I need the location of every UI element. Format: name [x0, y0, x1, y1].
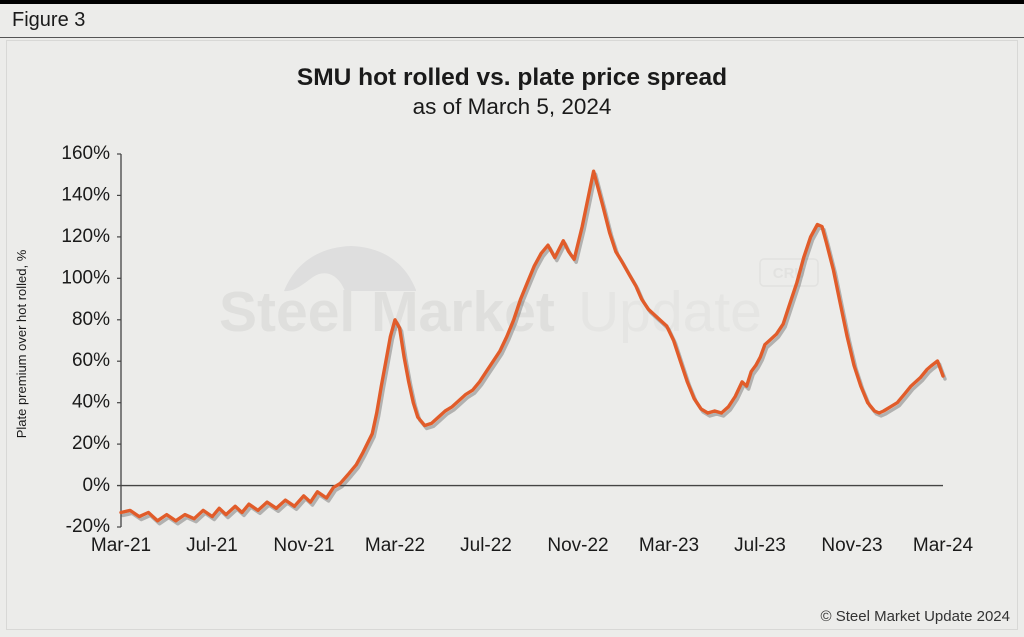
svg-text:140%: 140% [61, 184, 110, 205]
svg-text:Plate premium over hot rolled,: Plate premium over hot rolled, % [14, 249, 29, 438]
svg-text:40%: 40% [72, 392, 110, 413]
svg-text:Nov-22: Nov-22 [547, 535, 608, 556]
svg-text:100%: 100% [61, 267, 110, 288]
svg-text:Mar-24: Mar-24 [913, 535, 974, 556]
svg-text:-20%: -20% [66, 516, 110, 537]
svg-text:0%: 0% [83, 475, 111, 496]
svg-text:160%: 160% [61, 143, 110, 164]
svg-text:80%: 80% [72, 309, 110, 330]
svg-text:20%: 20% [72, 433, 110, 454]
svg-text:Jul-23: Jul-23 [734, 535, 786, 556]
svg-text:Jul-21: Jul-21 [186, 535, 238, 556]
svg-text:Mar-21: Mar-21 [91, 535, 151, 556]
svg-text:Mar-23: Mar-23 [639, 535, 699, 556]
svg-text:Nov-21: Nov-21 [273, 535, 334, 556]
svg-text:Nov-23: Nov-23 [821, 535, 882, 556]
svg-text:120%: 120% [61, 226, 110, 247]
svg-text:Jul-22: Jul-22 [460, 535, 512, 556]
svg-text:60%: 60% [72, 350, 110, 371]
svg-text:Mar-22: Mar-22 [365, 535, 425, 556]
